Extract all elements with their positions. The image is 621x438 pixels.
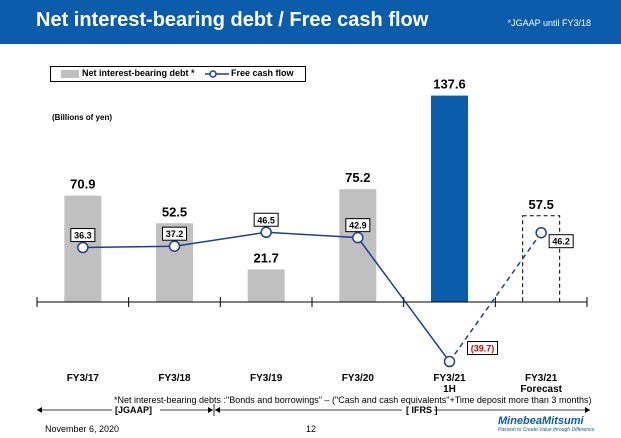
bar-label-2: 21.7 (254, 250, 279, 265)
page-title: Net interest-bearing debt / Free cash fl… (36, 9, 429, 31)
fcf-point-1 (168, 240, 181, 252)
unit-label: (Billions of yen) (52, 113, 112, 122)
fcf-label-box-4 (467, 341, 498, 356)
era-jgaap-label: [JGAAP] (115, 405, 153, 415)
x-tick-label-0: FY3/17 (67, 373, 100, 384)
x-tick-label-4-1: 1H (443, 384, 456, 392)
legend-bar-label: Net interest-bearing debt * (82, 68, 195, 78)
chart-legend: Net interest-bearing debt * Free cash fl… (50, 66, 306, 82)
legend-line-label: Free cash flow (231, 68, 294, 78)
fcf-label-box-5 (548, 234, 574, 249)
fcf-point-3 (352, 231, 364, 244)
fcf-label-box-0 (70, 228, 96, 243)
fcf-label-box-3 (345, 218, 371, 233)
fcf-point-5 (535, 226, 547, 239)
fcf-label-4: (39.7) (471, 344, 495, 354)
x-tick-label-4: FY3/21 (433, 373, 466, 384)
bar-label-0: 70.9 (70, 177, 95, 192)
bar-label-1: 52.5 (162, 204, 187, 219)
jgaap-note: *JGAAP until FY3/18 (507, 18, 591, 28)
fcf-point-2 (260, 226, 272, 238)
x-tick-label-3: FY3/20 (342, 373, 375, 384)
bar-label-5: 57.5 (529, 197, 554, 212)
bar-label-3: 75.2 (345, 170, 370, 185)
debt-footnote: *Net interest-bearing debts :"Bonds and … (114, 395, 592, 405)
fcf-point-0 (77, 241, 89, 254)
fcf-label-box-1 (162, 226, 187, 241)
fcf-label-5: 46.2 (552, 237, 570, 247)
fcf-point-4 (443, 355, 456, 368)
logo-tagline: Passion to Create Value through Differen… (498, 427, 595, 433)
footer-date: November 6, 2020 (45, 424, 120, 434)
era-ifrs-label: [ IFRS ] (406, 405, 438, 415)
fcf-label-box-2 (253, 212, 279, 227)
x-tick-label-5: FY3/21 (525, 373, 558, 384)
legend-bar-swatch (61, 70, 79, 78)
bar-3 (339, 189, 377, 302)
page-number: 12 (306, 424, 317, 434)
x-tick-label-2: FY3/19 (250, 373, 283, 384)
fcf-label-3: 42.9 (349, 221, 367, 231)
fcf-label-1: 37.2 (166, 229, 184, 239)
fcf-label-0: 36.3 (74, 231, 92, 241)
title-bar: Net interest-bearing debt / Free cash fl… (0, 0, 621, 44)
company-logo: MinebeaMitsumi Passion to Create Value t… (498, 416, 594, 434)
fcf-label-2: 46.5 (257, 215, 275, 225)
chart: 70.9 52.5 21.7 75.2 137.6 57.5 FY3/17 FY3/18 FY3… (36, 77, 588, 392)
bar-2 (247, 269, 285, 302)
bar-4 (431, 95, 468, 302)
logo-name: MinebeaMitsumi (498, 415, 584, 427)
legend-line-swatch (205, 70, 229, 78)
bar-label-4: 137.6 (433, 77, 466, 92)
x-tick-label-1: FY3/18 (158, 373, 191, 384)
x-tick-label-5-1: Forecast (520, 384, 562, 392)
